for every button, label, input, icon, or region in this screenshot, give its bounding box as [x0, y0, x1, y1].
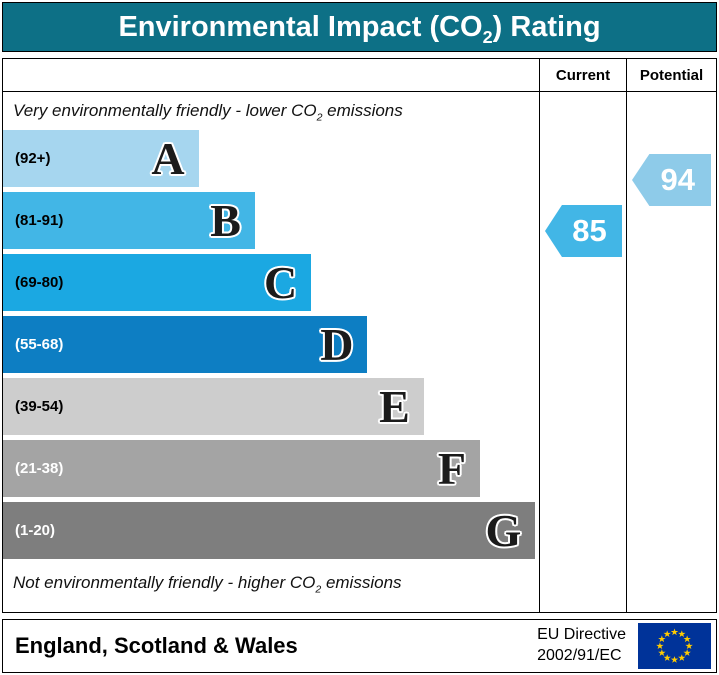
band-row-c: (69-80) C — [3, 254, 312, 311]
band-range-e: (39-54) — [15, 398, 64, 415]
band-row-d: (55-68) D — [3, 316, 368, 373]
potential-column: 94 — [626, 92, 716, 612]
rating-chart: Current Potential Very environmentally f… — [2, 58, 717, 613]
footer-bar: England, Scotland & Wales EU Directive 2… — [2, 619, 717, 673]
band-range-d: (55-68) — [15, 336, 64, 353]
page-title-text: Environmental Impact (CO — [118, 10, 483, 43]
band-row-b: (81-91) B — [3, 192, 255, 249]
band-letter-f: F — [437, 442, 467, 494]
band-row-g: (1-20) G — [3, 502, 536, 559]
chart-corner-cell — [3, 59, 539, 92]
page-title: Environmental Impact (CO2) Rating — [118, 10, 601, 47]
bands-area: Very environmentally friendly - lower CO… — [3, 92, 539, 612]
eu-flag-icon — [638, 623, 711, 669]
region-label: England, Scotland & Wales — [15, 633, 298, 658]
band-range-g: (1-20) — [15, 522, 56, 539]
top-note-text: Very environmentally friendly - lower CO — [13, 101, 317, 120]
band-letter-c: C — [263, 256, 298, 308]
page-title-text-end: ) Rating — [492, 10, 601, 43]
current-arrow: 85 — [545, 205, 622, 257]
eu-directive-label: EU Directive 2002/91/EC — [537, 625, 638, 667]
eu-directive-line1: EU Directive — [537, 626, 626, 644]
band-range-a: (92+) — [15, 150, 51, 167]
top-note-text-end: emissions — [322, 101, 403, 120]
band-letter-g: G — [485, 504, 522, 556]
band-row-e: (39-54) E — [3, 378, 424, 435]
current-column: 85 — [539, 92, 626, 612]
band-row-f: (21-38) F — [3, 440, 481, 497]
current-column-header: Current — [539, 59, 626, 92]
band-letter-b: B — [210, 194, 241, 246]
band-range-b: (81-91) — [15, 212, 64, 229]
top-note: Very environmentally friendly - lower CO… — [3, 92, 539, 130]
title-bar: Environmental Impact (CO2) Rating — [2, 2, 717, 52]
potential-arrow: 94 — [632, 154, 711, 206]
band-range-c: (69-80) — [15, 274, 64, 291]
bottom-note: Not environmentally friendly - higher CO… — [3, 564, 539, 602]
band-letter-e: E — [379, 380, 410, 432]
band-letter-d: D — [320, 318, 354, 370]
band-list: (92+) A (81-91) B (69-80) C (55-68) D (3… — [3, 130, 539, 559]
bottom-note-text-end: emissions — [321, 573, 402, 592]
band-letter-a: A — [151, 132, 185, 184]
top-note-subscript: 2 — [316, 111, 323, 124]
page-title-subscript: 2 — [482, 26, 493, 47]
eu-directive-line2: 2002/91/EC — [537, 647, 622, 664]
bottom-note-subscript: 2 — [315, 583, 322, 596]
band-range-f: (21-38) — [15, 460, 64, 477]
potential-column-header: Potential — [626, 59, 716, 92]
bottom-note-text: Not environmentally friendly - higher CO — [13, 573, 316, 592]
band-row-a: (92+) A — [3, 130, 199, 187]
